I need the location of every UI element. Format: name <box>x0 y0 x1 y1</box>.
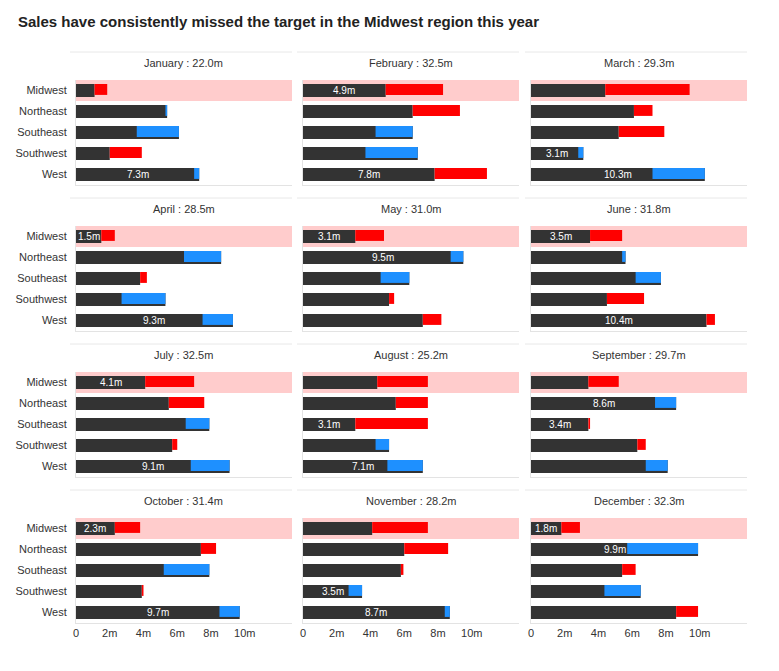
svg-text:3.4m: 3.4m <box>549 419 571 430</box>
svg-text:4.9m: 4.9m <box>333 85 355 96</box>
svg-text:February : 32.5m: February : 32.5m <box>369 57 453 69</box>
svg-text:Northeast: Northeast <box>19 397 67 409</box>
svg-text:3.1m: 3.1m <box>318 231 340 242</box>
svg-text:6m: 6m <box>625 627 640 639</box>
svg-text:Sales have consistently missed: Sales have consistently missed the targe… <box>18 13 539 30</box>
svg-text:2.3m: 2.3m <box>84 523 106 534</box>
svg-text:4m: 4m <box>136 627 151 639</box>
svg-text:Southeast: Southeast <box>17 126 67 138</box>
svg-text:7.8m: 7.8m <box>358 169 380 180</box>
svg-text:2m: 2m <box>102 627 117 639</box>
svg-text:9.7m: 9.7m <box>147 607 169 618</box>
svg-text:8m: 8m <box>658 627 673 639</box>
svg-text:April : 28.5m: April : 28.5m <box>153 203 215 215</box>
svg-text:8m: 8m <box>203 627 218 639</box>
svg-text:9.3m: 9.3m <box>143 315 165 326</box>
svg-text:3.5m: 3.5m <box>550 231 572 242</box>
svg-text:January : 22.0m: January : 22.0m <box>144 57 223 69</box>
svg-text:9.1m: 9.1m <box>142 461 164 472</box>
svg-text:March : 29.3m: March : 29.3m <box>604 57 674 69</box>
svg-text:10.4m: 10.4m <box>605 315 633 326</box>
svg-text:10.3m: 10.3m <box>604 169 632 180</box>
svg-text:1.8m: 1.8m <box>535 523 557 534</box>
svg-text:9.9m: 9.9m <box>604 544 626 555</box>
svg-text:7.3m: 7.3m <box>127 169 149 180</box>
svg-text:8.6m: 8.6m <box>593 398 615 409</box>
svg-text:0: 0 <box>528 627 534 639</box>
svg-text:June : 31.8m: June : 31.8m <box>607 203 671 215</box>
svg-text:Southwest: Southwest <box>15 147 66 159</box>
svg-text:October : 31.4m: October : 31.4m <box>144 495 223 507</box>
svg-text:6m: 6m <box>170 627 185 639</box>
svg-text:3.1m: 3.1m <box>318 419 340 430</box>
svg-text:August : 25.2m: August : 25.2m <box>374 349 448 361</box>
svg-text:July : 32.5m: July : 32.5m <box>154 349 213 361</box>
svg-text:10m: 10m <box>689 627 710 639</box>
svg-text:West: West <box>42 314 67 326</box>
svg-text:0: 0 <box>73 627 79 639</box>
svg-text:Southeast: Southeast <box>17 564 67 576</box>
svg-text:Midwest: Midwest <box>26 84 66 96</box>
svg-text:West: West <box>42 460 67 472</box>
svg-text:3.5m: 3.5m <box>322 586 344 597</box>
svg-text:0: 0 <box>300 627 306 639</box>
svg-text:May : 31.0m: May : 31.0m <box>381 203 442 215</box>
svg-text:November : 28.2m: November : 28.2m <box>366 495 456 507</box>
svg-text:8.7m: 8.7m <box>365 607 387 618</box>
svg-text:4.1m: 4.1m <box>100 377 122 388</box>
svg-text:10m: 10m <box>234 627 255 639</box>
svg-text:3.1m: 3.1m <box>546 148 568 159</box>
svg-text:Midwest: Midwest <box>26 376 66 388</box>
svg-text:Southeast: Southeast <box>17 272 67 284</box>
svg-text:Southeast: Southeast <box>17 418 67 430</box>
svg-text:Midwest: Midwest <box>26 230 66 242</box>
svg-text:Southwest: Southwest <box>15 293 66 305</box>
svg-text:December : 32.3m: December : 32.3m <box>594 495 684 507</box>
svg-text:7.1m: 7.1m <box>352 461 374 472</box>
svg-text:Southwest: Southwest <box>15 585 66 597</box>
svg-text:9.5m: 9.5m <box>372 252 394 263</box>
svg-text:Northeast: Northeast <box>19 251 67 263</box>
svg-text:Northeast: Northeast <box>19 105 67 117</box>
svg-text:8m: 8m <box>430 627 445 639</box>
svg-text:West: West <box>42 168 67 180</box>
svg-text:4m: 4m <box>363 627 378 639</box>
svg-text:Northeast: Northeast <box>19 543 67 555</box>
svg-text:1.5m: 1.5m <box>78 231 100 242</box>
svg-text:4m: 4m <box>591 627 606 639</box>
svg-text:West: West <box>42 606 67 618</box>
svg-text:10m: 10m <box>461 627 482 639</box>
svg-text:Southwest: Southwest <box>15 439 66 451</box>
svg-text:2m: 2m <box>557 627 572 639</box>
svg-text:6m: 6m <box>397 627 412 639</box>
svg-text:2m: 2m <box>329 627 344 639</box>
svg-text:September : 29.7m: September : 29.7m <box>592 349 686 361</box>
svg-text:Midwest: Midwest <box>26 522 66 534</box>
